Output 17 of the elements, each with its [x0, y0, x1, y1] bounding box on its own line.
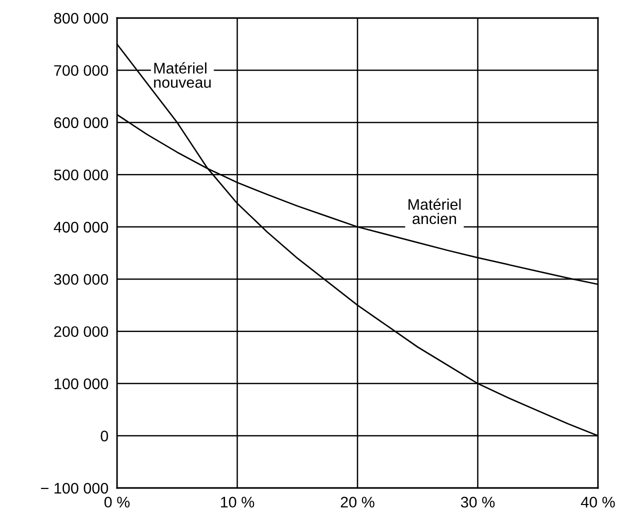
y-tick-label: 400 000 [54, 222, 108, 233]
y-tick-label: 800 000 [54, 12, 108, 24]
x-tick-label: 30 % [460, 496, 495, 508]
x-tick-label: 20 % [340, 496, 374, 508]
y-tick-label: − 100 000 [41, 482, 108, 494]
x-tick-label: 10 % [221, 496, 254, 508]
y-tick-label: 200 000 [54, 326, 108, 338]
y-tick-label: 500 000 [54, 170, 108, 180]
y-tick-label: 300 000 [54, 274, 108, 285]
series-label: Matériel ancien [408, 198, 461, 224]
x-tick-label: 0 % [104, 496, 130, 508]
x-tick-label: 40 % [580, 496, 615, 508]
y-tick-label: 600 000 [54, 117, 108, 128]
y-tick-label: 100 000 [54, 378, 108, 390]
series-label: Matériel nouveau [154, 62, 211, 88]
y-tick-label: 700 000 [54, 65, 108, 76]
y-tick-label: 0 [100, 430, 108, 442]
